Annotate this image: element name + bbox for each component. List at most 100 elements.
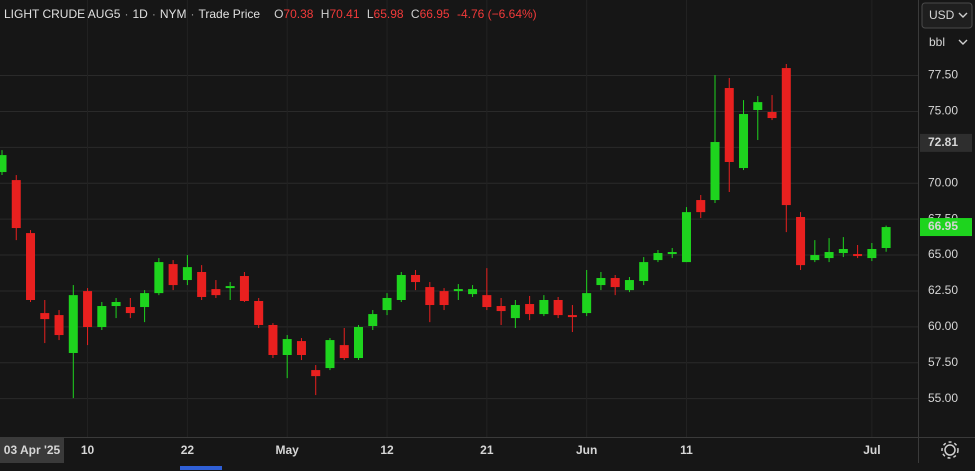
candle-body [282,339,292,355]
x-tick-label: Jul [863,443,880,457]
candle-body [753,102,763,111]
candle-body [268,324,278,355]
separator: · [190,7,195,21]
candle-body [339,345,349,359]
candle-body [111,302,121,307]
candle-body [354,326,363,359]
ohlc-value: 65.98 [373,7,404,21]
x-tick-label: 12 [380,443,394,457]
candle-body [710,142,720,201]
x-tick-label: 10 [81,443,95,457]
candle-body [824,252,834,259]
y-tick-label: 77.50 [928,68,958,82]
candle-body [624,280,634,291]
candle-body [68,295,78,353]
x-tick-label: May [276,443,300,457]
candle-body [681,212,691,263]
candle-body [0,155,7,173]
candle-body [54,315,64,336]
candle-body [838,249,848,254]
gear-ring[interactable] [944,444,956,456]
candles [0,64,891,399]
candle-body [810,255,820,261]
candle-body [881,227,891,249]
currency-box[interactable] [921,2,973,29]
candle-body [311,370,321,377]
ohlc-key: H [320,7,330,21]
candle-body [639,262,649,282]
candle-body [525,304,535,315]
settings-button[interactable] [941,441,959,459]
candle-body [496,306,506,312]
currency[interactable]: USD [929,8,955,22]
header: LIGHT CRUDE AUG5 · 1D · NYM · Trade Pric… [4,7,537,21]
candle-body [596,278,606,286]
crosshair-date-box [0,438,64,463]
grid [0,0,918,437]
candle-body [867,249,877,259]
unit[interactable]: bbl [929,35,945,49]
candle-body [368,314,378,326]
unit-dropdown[interactable]: bbl [922,31,972,56]
gear-teeth[interactable] [941,441,959,459]
candle-body [26,233,36,300]
exchange: NYM [159,7,187,21]
footer-strip [0,463,975,471]
candle-body [11,180,21,229]
crosshair-date: 03 Apr '25 [4,443,61,457]
ohlc-legend: O70.38 H70.41 L65.98 C66.95 -4.76 (−6.64… [270,7,537,21]
candle-body [225,286,235,289]
candle-body [325,340,335,369]
candle-body [610,278,620,288]
candle-body [40,313,50,320]
candle-body [724,88,734,162]
candle-body [796,216,806,266]
candle-body [83,291,93,327]
candle-body [739,114,749,169]
candle-body [567,315,577,318]
marker-price: 72.81 [928,135,958,149]
separator: · [124,7,129,21]
candle-body [696,200,706,213]
candle-body [125,307,135,314]
candle-body [453,289,463,292]
candle-body [211,289,221,296]
candle-body [653,253,663,261]
y-tick-label: 75.00 [928,104,958,118]
caret[interactable] [958,39,968,45]
x-tick-label: 11 [680,443,693,457]
candle-body [667,252,677,255]
candle-body [425,287,435,306]
marker-price-box [920,133,972,152]
last-price: 66.95 [928,219,958,233]
candle-body [168,264,178,286]
y-tick-label: 62.50 [928,283,958,297]
ohlc-key: O [274,7,284,21]
candle-body [582,293,592,314]
caret[interactable] [958,12,968,18]
candle-body [97,306,107,327]
candle-body [553,299,563,316]
change: -4.76 [456,7,485,21]
currency-dropdown[interactable]: USD [921,2,973,29]
y-tick-label: 65.00 [928,247,958,261]
candle-body [468,289,478,295]
ohlc-value: 70.38 [283,7,314,21]
ohlc-key: C [410,7,420,21]
candle-body [239,276,249,302]
price-type: Trade Price [198,7,261,21]
y-tick-label: 60.00 [928,319,958,333]
ohlc-value: 70.41 [329,7,360,21]
y-tick-label: 57.50 [928,355,958,369]
interval: 1D [132,7,148,21]
ohlc-value: 66.95 [419,7,450,21]
unit-box[interactable] [922,31,972,56]
candle-body [154,262,164,294]
candle-body [411,275,421,283]
candle-body [197,271,207,297]
candle-body [482,295,492,308]
candle-body [296,341,306,355]
